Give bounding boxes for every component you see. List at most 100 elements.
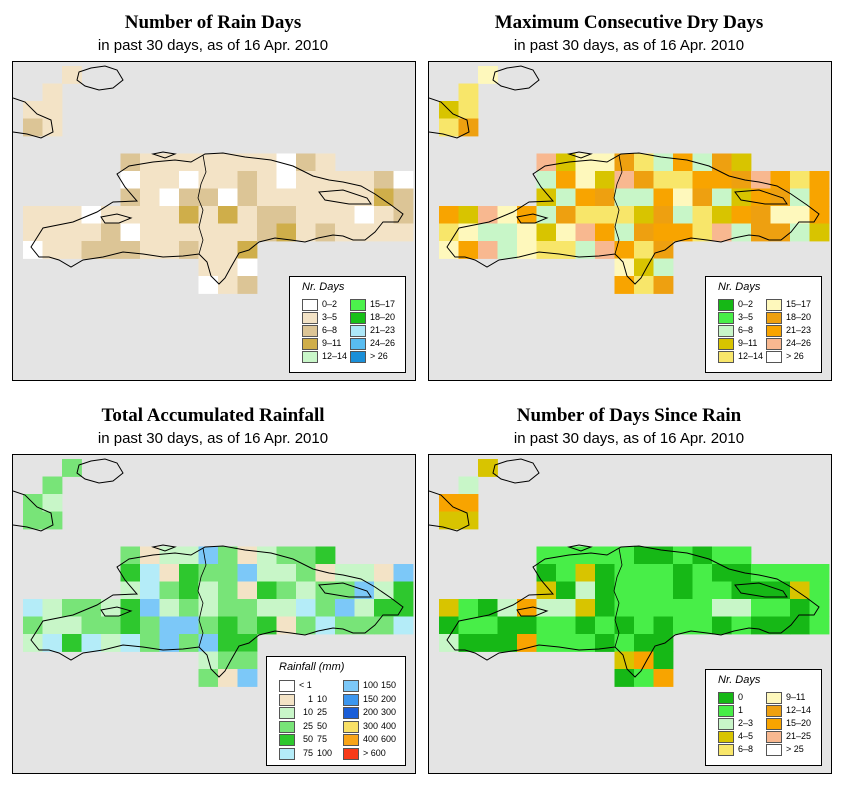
panel-title: Maximum Consecutive Dry Days bbox=[494, 12, 764, 33]
legend-label-upper: 300 bbox=[381, 707, 397, 718]
legend-label: 6–8 bbox=[322, 325, 338, 335]
grid-cell bbox=[634, 223, 654, 242]
grid-cell bbox=[614, 616, 635, 635]
legend-swatch bbox=[718, 325, 734, 337]
grid-cell bbox=[653, 651, 674, 670]
map-frame[interactable]: Nr. Days 0 1 2–3 4–5 6–8 9–11 12–14 15–20 21–25 >… bbox=[428, 454, 832, 774]
grid-cell bbox=[536, 564, 557, 582]
grid-cell bbox=[575, 599, 596, 617]
map-frame[interactable]: Nr. Days 0–2 3–5 6–8 9–11 12–14 15–17 18–20 21–… bbox=[12, 61, 416, 381]
grid-cell bbox=[731, 206, 752, 224]
legend-label: < 1 bbox=[299, 680, 312, 690]
grid-cell bbox=[198, 634, 219, 652]
map-frame[interactable]: Nr. Days 0–2 3–5 6–8 9–11 12–14 15–17 18–20 21–… bbox=[428, 61, 832, 381]
legend-swatch bbox=[766, 744, 782, 756]
grid-cell bbox=[276, 581, 297, 600]
grid-cell bbox=[296, 564, 316, 582]
grid-cell bbox=[692, 564, 713, 582]
grid-cell bbox=[179, 581, 199, 600]
grid-cell bbox=[673, 171, 693, 189]
grid-cell bbox=[257, 171, 277, 189]
grid-cell bbox=[731, 616, 752, 635]
grid-cell bbox=[140, 223, 160, 242]
grid-cell bbox=[673, 206, 693, 224]
grid-cell bbox=[595, 616, 615, 635]
grid-cell bbox=[536, 206, 557, 224]
grid-cell bbox=[751, 599, 771, 617]
legend-swatch bbox=[718, 731, 734, 743]
grid-cell bbox=[393, 616, 414, 635]
panel-dry-days: Maximum Consecutive Dry Days in past 30 … bbox=[416, 0, 842, 390]
grid-cell bbox=[198, 581, 219, 600]
map-frame[interactable]: Rainfall (mm) < 1 1 10 10 25 25 50 50 75 75 100 100… bbox=[12, 454, 416, 774]
grid-cell bbox=[81, 616, 102, 635]
grid-cell bbox=[575, 581, 596, 600]
grid-cell bbox=[614, 634, 635, 652]
coastline bbox=[151, 151, 177, 159]
grid-cell bbox=[614, 223, 635, 242]
grid-cell bbox=[198, 223, 219, 242]
legend-label: 0 bbox=[738, 692, 744, 702]
grid-cell bbox=[374, 206, 394, 224]
legend-label: 3–5 bbox=[322, 312, 338, 322]
grid-cell bbox=[458, 599, 479, 617]
grid-cell bbox=[81, 223, 102, 242]
coastline bbox=[429, 490, 470, 532]
grid-cell bbox=[42, 476, 63, 495]
grid-cell bbox=[159, 206, 180, 224]
legend-swatch bbox=[343, 693, 359, 706]
grid-cell bbox=[257, 206, 277, 224]
grid-cell bbox=[237, 599, 258, 617]
grid-cell bbox=[159, 188, 180, 207]
grid-cell bbox=[556, 599, 576, 617]
legend-swatch bbox=[343, 707, 359, 720]
legend-swatch bbox=[766, 731, 782, 743]
grid-cell bbox=[790, 171, 810, 189]
grid-cell bbox=[257, 564, 277, 582]
grid-cell bbox=[712, 564, 732, 582]
grid-cell bbox=[296, 188, 316, 207]
country-border bbox=[613, 154, 623, 255]
grid-cell bbox=[517, 616, 537, 635]
grid-cell bbox=[354, 616, 375, 635]
grid-cell bbox=[198, 206, 219, 224]
map-grid bbox=[429, 458, 830, 687]
grid-cell bbox=[809, 223, 830, 242]
grid-cell bbox=[809, 616, 830, 635]
grid-cell bbox=[692, 223, 713, 242]
grid-cell bbox=[536, 546, 557, 565]
legend-swatch bbox=[718, 351, 734, 363]
legend-label: > 600 bbox=[363, 748, 386, 758]
grid-cell bbox=[692, 581, 713, 600]
grid-cell bbox=[315, 206, 336, 224]
grid-cell bbox=[23, 206, 43, 224]
legend-label: 50 bbox=[302, 734, 313, 745]
legend-label-upper: 150 bbox=[381, 680, 397, 690]
grid-cell bbox=[653, 669, 674, 687]
legend-label-upper: 50 bbox=[317, 720, 328, 731]
legend-label: 3–5 bbox=[738, 312, 754, 322]
panel-title: Number of Days Since Rain bbox=[516, 405, 742, 426]
grid-cell bbox=[751, 616, 771, 635]
grid-cell bbox=[198, 241, 219, 259]
grid-cell bbox=[673, 599, 693, 617]
grid-cell bbox=[790, 188, 810, 207]
grid-cell bbox=[42, 634, 63, 652]
grid-cell bbox=[712, 188, 732, 207]
grid-cell bbox=[159, 581, 180, 600]
panel-subtitle: in past 30 days, as of 16 Apr. 2010 bbox=[513, 430, 745, 447]
grid-cell bbox=[634, 634, 654, 652]
grid-cell bbox=[770, 564, 791, 582]
grid-cell bbox=[218, 616, 238, 635]
grid-cell bbox=[595, 564, 615, 582]
grid-cell bbox=[634, 241, 654, 259]
legend-swatch bbox=[350, 351, 366, 363]
grid-cell bbox=[257, 616, 277, 635]
grid-cell bbox=[575, 616, 596, 635]
legend-label: 18–20 bbox=[786, 312, 812, 322]
grid-cell bbox=[62, 634, 82, 652]
grid-cell bbox=[653, 223, 674, 242]
legend-label: 10 bbox=[302, 707, 313, 718]
legend-label: 21–23 bbox=[786, 325, 812, 335]
grid-cell bbox=[120, 153, 141, 172]
